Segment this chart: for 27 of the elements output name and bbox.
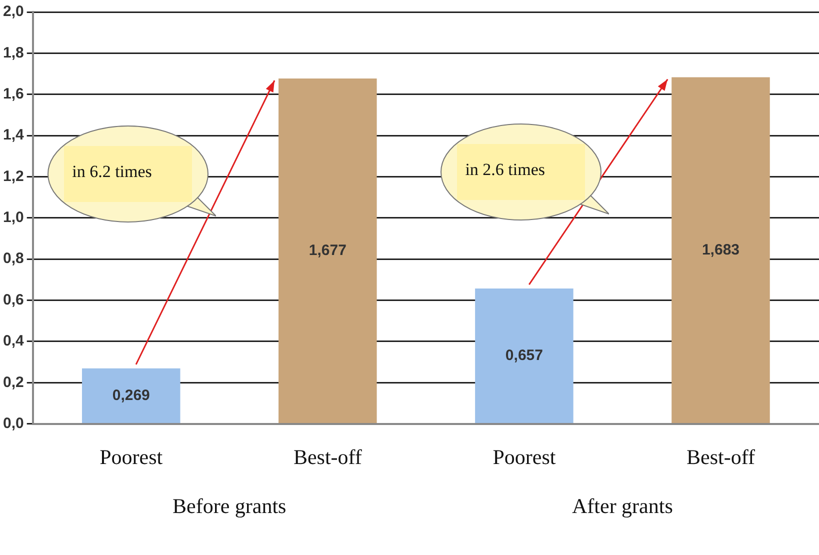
annotation: in 6.2 times	[72, 162, 152, 182]
y-tick-label: 1,8	[2, 44, 24, 62]
text: After grants	[571, 494, 674, 519]
bar	[278, 78, 377, 424]
y-tick-label: 0,8	[2, 250, 24, 268]
bar	[672, 77, 770, 424]
y-tick-label: 1,0	[2, 209, 24, 226]
data-label: 0,657	[505, 346, 543, 364]
annotation: in 2.6 times	[465, 160, 545, 180]
x-tick-label: Poorest	[100, 444, 163, 469]
y-tick-label: 0,2	[2, 374, 24, 391]
bar	[82, 368, 180, 424]
x-tick-label: Best-off	[293, 444, 362, 469]
bar	[475, 288, 574, 424]
y-tick-label: 1,4	[2, 126, 24, 144]
y-tick-label: 2,0	[2, 3, 24, 20]
y-tick-label: 0,4	[2, 332, 24, 350]
y-tick-label: 0,0	[2, 414, 24, 432]
data-label: 0,269	[112, 386, 150, 404]
text: Before grants	[172, 494, 288, 519]
data-label: 1,683	[702, 241, 740, 258]
x-tick-label: Best-off	[686, 444, 755, 469]
y-tick-label: 1,2	[2, 168, 24, 185]
x-tick-label: Poorest	[492, 444, 556, 469]
y-tick-label: 0,6	[2, 291, 24, 308]
y-tick-label: 1,6	[2, 86, 24, 102]
data-label: 1,677	[308, 242, 346, 259]
